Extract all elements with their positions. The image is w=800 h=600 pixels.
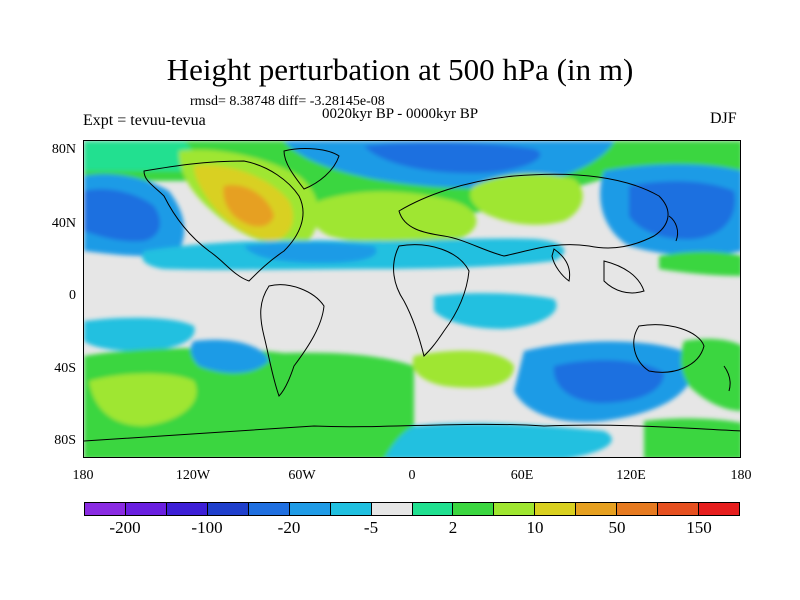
- y-tick-label: 40S: [54, 361, 76, 376]
- x-tick-label: 60W: [288, 468, 316, 483]
- colorbar-label: 150: [686, 518, 712, 537]
- x-tick-label: 0: [408, 468, 416, 483]
- field-green-southern-east: [680, 338, 740, 411]
- field-green-wpacific-band: [659, 251, 740, 276]
- field-blue-subtropics: [244, 242, 377, 263]
- coastlines: [84, 148, 740, 442]
- field-darkblue-wpacific: [629, 181, 735, 240]
- coast-japan: [668, 215, 679, 242]
- experiment-label: Expt = tevuu-tevua: [83, 112, 206, 129]
- coast-south-america: [260, 284, 325, 397]
- field-blue-spacific: [190, 339, 269, 373]
- coast-se-asia: [603, 260, 645, 294]
- coast-africa: [393, 244, 470, 357]
- colorbar-swatch: [535, 503, 577, 515]
- coast-north-america: [143, 160, 304, 282]
- colorbar-label: 10: [526, 518, 544, 537]
- y-tick-label: 0: [69, 288, 76, 303]
- colorbar-swatch: [699, 503, 739, 515]
- field-yellow-spacific: [89, 373, 197, 426]
- y-tick-label: 80N: [51, 142, 76, 157]
- colorbar-swatch: [453, 503, 495, 515]
- field-green-antarctic-east: [644, 418, 740, 457]
- colorbar-label: -100: [191, 518, 223, 537]
- field-deeporange-namerica: [223, 185, 274, 227]
- x-tick-label: 120E: [616, 468, 646, 483]
- x-tick-label: 60E: [510, 468, 534, 483]
- field-yellow-asia: [470, 173, 583, 225]
- colorbar: [84, 502, 740, 516]
- colorbar-swatch: [289, 503, 331, 515]
- colorbar-swatch: [658, 503, 700, 515]
- colorbar-label: 50: [608, 518, 626, 537]
- field-darkblue-npacific: [84, 189, 160, 242]
- coast-new-zealand: [723, 365, 731, 392]
- field-darkblue-arctic: [364, 142, 541, 174]
- x-tick-label: 120W: [175, 468, 211, 483]
- field-cyan-antarctic: [385, 423, 612, 457]
- coast-greenland: [283, 148, 340, 190]
- map-panel: [83, 140, 741, 458]
- contour-map: [84, 141, 740, 457]
- season-label: DJF: [710, 110, 737, 127]
- colorbar-swatch: [166, 503, 208, 515]
- field-cyan-spacific: [84, 317, 195, 351]
- x-tick-label: 180: [72, 468, 94, 483]
- colorbar-swatch: [207, 503, 249, 515]
- colorbar-label: -200: [109, 518, 141, 537]
- colorbar-swatch: [248, 503, 290, 515]
- y-tick-label: 80S: [54, 433, 76, 448]
- y-tick-label: 40N: [51, 216, 76, 231]
- coast-eurasia: [398, 173, 669, 257]
- field-yellow-atlantic: [310, 191, 477, 246]
- map-title: Height perturbation at 500 hPa (in m): [166, 52, 634, 87]
- colorbar-swatch: [412, 503, 454, 515]
- colorbar-swatch: [371, 503, 413, 515]
- colorbar-label: -5: [363, 518, 379, 537]
- colorbar-swatch: [85, 503, 126, 515]
- colorbar-label: -20: [277, 518, 301, 537]
- field-yellow-satlantic: [412, 350, 514, 388]
- coast-australia: [633, 324, 705, 373]
- colorbar-swatch: [617, 503, 659, 515]
- coast-antarctica: [84, 423, 740, 442]
- colorbar-swatch: [330, 503, 372, 515]
- field-darkblue-southern: [553, 360, 664, 403]
- field-teal-north: [84, 141, 199, 171]
- colorbar-swatch: [576, 503, 618, 515]
- stats-label: rmsd= 8.38748 diff= -3.28145e-08: [190, 94, 385, 109]
- colorbar-label: 2: [448, 518, 458, 537]
- field-cyan-indian: [434, 293, 557, 329]
- x-tick-label: 180: [730, 468, 752, 483]
- period-label: 0020kyr BP - 0000kyr BP: [322, 106, 479, 122]
- colorbar-swatch: [125, 503, 167, 515]
- colorbar-swatch: [494, 503, 536, 515]
- coast-india: [551, 248, 571, 282]
